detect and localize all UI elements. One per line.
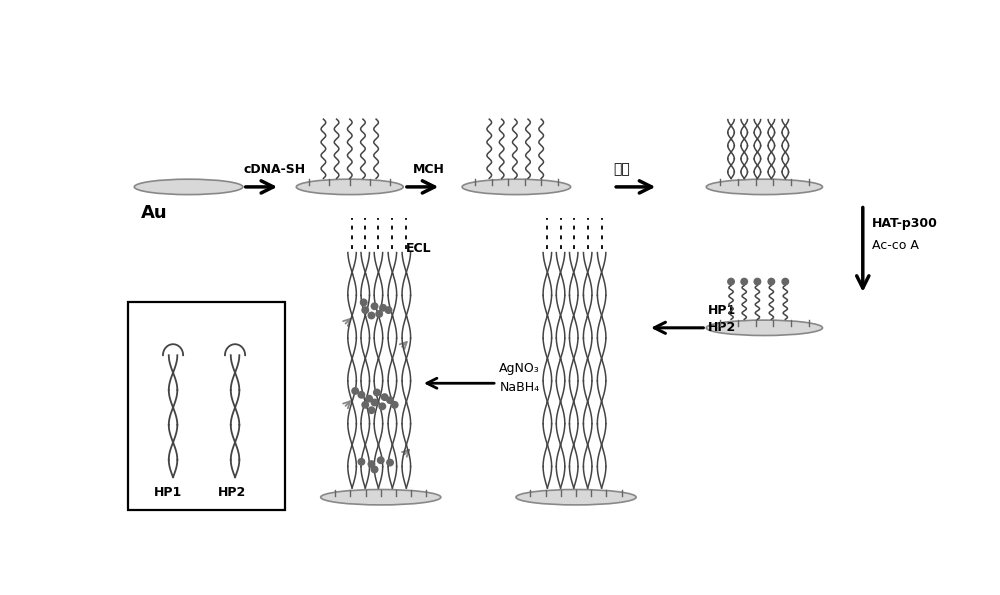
Text: HP2: HP2 xyxy=(218,487,246,499)
Circle shape xyxy=(352,388,358,394)
Text: 肽链: 肽链 xyxy=(613,162,630,176)
Circle shape xyxy=(358,392,365,398)
Circle shape xyxy=(368,461,375,467)
Ellipse shape xyxy=(706,179,822,195)
Circle shape xyxy=(387,459,393,466)
Text: MCH: MCH xyxy=(413,163,445,176)
Circle shape xyxy=(371,399,378,406)
Circle shape xyxy=(368,312,375,319)
Circle shape xyxy=(379,403,386,409)
Circle shape xyxy=(376,311,382,317)
Circle shape xyxy=(387,397,393,403)
Circle shape xyxy=(362,307,369,314)
Circle shape xyxy=(368,407,375,414)
Text: ECL: ECL xyxy=(406,242,431,255)
Circle shape xyxy=(768,278,775,285)
Circle shape xyxy=(728,278,734,285)
Ellipse shape xyxy=(321,490,441,505)
Circle shape xyxy=(374,389,380,396)
Text: cDNA-SH: cDNA-SH xyxy=(244,163,306,176)
Circle shape xyxy=(380,305,386,311)
Circle shape xyxy=(741,278,747,285)
Text: Au: Au xyxy=(140,203,167,222)
Text: AgNO₃: AgNO₃ xyxy=(499,362,540,375)
Ellipse shape xyxy=(706,320,822,336)
Text: HAT-p300: HAT-p300 xyxy=(872,217,938,230)
Ellipse shape xyxy=(296,179,403,195)
Circle shape xyxy=(391,402,398,408)
Circle shape xyxy=(385,307,392,314)
Text: HP1: HP1 xyxy=(154,487,182,499)
Circle shape xyxy=(782,278,789,285)
Circle shape xyxy=(362,402,369,408)
Circle shape xyxy=(754,278,761,285)
Circle shape xyxy=(358,459,365,465)
Text: HP2: HP2 xyxy=(708,321,736,334)
Ellipse shape xyxy=(516,490,636,505)
FancyBboxPatch shape xyxy=(128,302,285,509)
Circle shape xyxy=(371,466,378,472)
Text: NaBH₄: NaBH₄ xyxy=(499,381,539,394)
Ellipse shape xyxy=(134,179,243,195)
Circle shape xyxy=(360,299,367,306)
Text: Ac-co A: Ac-co A xyxy=(872,239,919,252)
Circle shape xyxy=(366,396,372,402)
Circle shape xyxy=(377,457,384,464)
Circle shape xyxy=(381,394,388,400)
Circle shape xyxy=(371,303,378,309)
Text: HP1: HP1 xyxy=(708,304,736,317)
Ellipse shape xyxy=(462,179,571,195)
